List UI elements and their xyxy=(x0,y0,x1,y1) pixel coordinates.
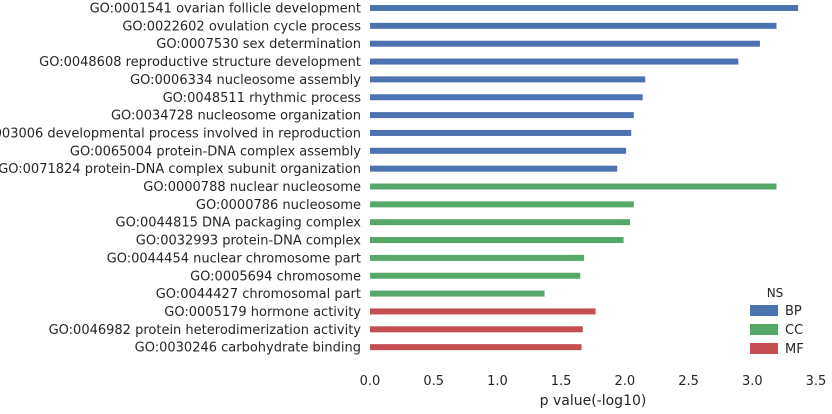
category-label: GO:0030246 carbohydrate binding xyxy=(135,341,361,356)
legend-swatch-mf xyxy=(750,343,778,354)
x-tick-label: 2.5 xyxy=(678,374,699,389)
bar-group xyxy=(370,5,799,351)
bar-go-0000788 xyxy=(370,183,777,190)
x-tick-label: 3.5 xyxy=(806,374,827,389)
category-label: GO:0001541 ovarian follicle development xyxy=(90,2,361,17)
legend-label-mf: MF xyxy=(785,342,804,357)
bar-go-0030246 xyxy=(370,344,582,351)
bar-go-0005179 xyxy=(370,308,596,315)
bar-go-0022602 xyxy=(370,22,777,29)
x-tick-label: 1.5 xyxy=(551,374,572,389)
category-label: GO:0022602 ovulation cycle process xyxy=(122,19,361,34)
x-tick-label: 1.0 xyxy=(487,374,508,389)
category-label: GO:0000788 nuclear nucleosome xyxy=(143,180,361,195)
bar-go-0032993 xyxy=(370,237,624,244)
bar-go-0044815 xyxy=(370,219,630,226)
x-tick-group: 0.0 0.5 1.0 1.5 2.0 2.5 3.0 3.5 xyxy=(360,374,827,389)
bar-go-0071824 xyxy=(370,165,618,172)
category-label: GO:0006334 nucleosome assembly xyxy=(130,73,361,88)
category-label: GO:0048608 reproductive structure develo… xyxy=(39,55,361,70)
bar-go-0000786 xyxy=(370,201,634,208)
category-label-group: GO:0001541 ovarian follicle development G… xyxy=(0,2,361,356)
category-label: GO:0032993 protein-DNA complex xyxy=(136,234,362,249)
bar-go-0046982 xyxy=(370,326,583,333)
bar-go-0007530 xyxy=(370,40,760,47)
category-label: GO:0065004 protein-DNA complex assembly xyxy=(70,144,361,159)
legend-swatch-bp xyxy=(750,305,778,316)
category-label: GO:0044427 chromosomal part xyxy=(156,287,361,302)
category-label: GO:0044815 DNA packaging complex xyxy=(116,216,362,231)
bar-go-0048608 xyxy=(370,58,739,65)
legend-title: NS xyxy=(767,286,784,300)
category-label: GO:0046982 protein heterodimerization ac… xyxy=(49,323,362,338)
category-label: GO:0000786 nucleosome xyxy=(196,198,361,213)
bar-go-0034728 xyxy=(370,112,634,119)
x-tick-label: 0.0 xyxy=(360,374,381,389)
category-label: GO:0071824 protein-DNA complex subunit o… xyxy=(0,162,361,177)
legend: NS BP CC MF xyxy=(750,286,804,357)
x-tick-label: 2.0 xyxy=(615,374,636,389)
bar-go-0003006 xyxy=(370,129,632,136)
category-label: GO:0005694 chromosome xyxy=(190,269,361,284)
legend-swatch-cc xyxy=(750,324,778,335)
category-label: GO:0048511 rhythmic process xyxy=(163,91,362,106)
bar-go-0044427 xyxy=(370,290,545,297)
x-tick-label: 3.0 xyxy=(742,374,763,389)
bar-go-0048511 xyxy=(370,94,643,101)
bar-go-0001541 xyxy=(370,5,799,11)
category-label: GO:0005179 hormone activity xyxy=(164,305,361,320)
category-label: GO:0034728 nucleosome organization xyxy=(111,109,361,124)
bar-go-0006334 xyxy=(370,76,646,83)
legend-label-cc: CC xyxy=(785,323,803,338)
category-label: GO:0007530 sex determination xyxy=(156,37,361,52)
category-label: GO:0003006 developmental process involve… xyxy=(0,126,361,141)
bar-go-0065004 xyxy=(370,147,627,154)
bar-go-0005694 xyxy=(370,272,581,279)
bar-go-0044454 xyxy=(370,254,585,261)
legend-items: BP CC MF xyxy=(750,304,804,357)
category-label: GO:0044454 nuclear chromosome part xyxy=(107,251,361,266)
legend-label-bp: BP xyxy=(785,304,802,319)
x-tick-label: 0.5 xyxy=(423,374,444,389)
x-axis-label: p value(-log10) xyxy=(540,393,647,409)
